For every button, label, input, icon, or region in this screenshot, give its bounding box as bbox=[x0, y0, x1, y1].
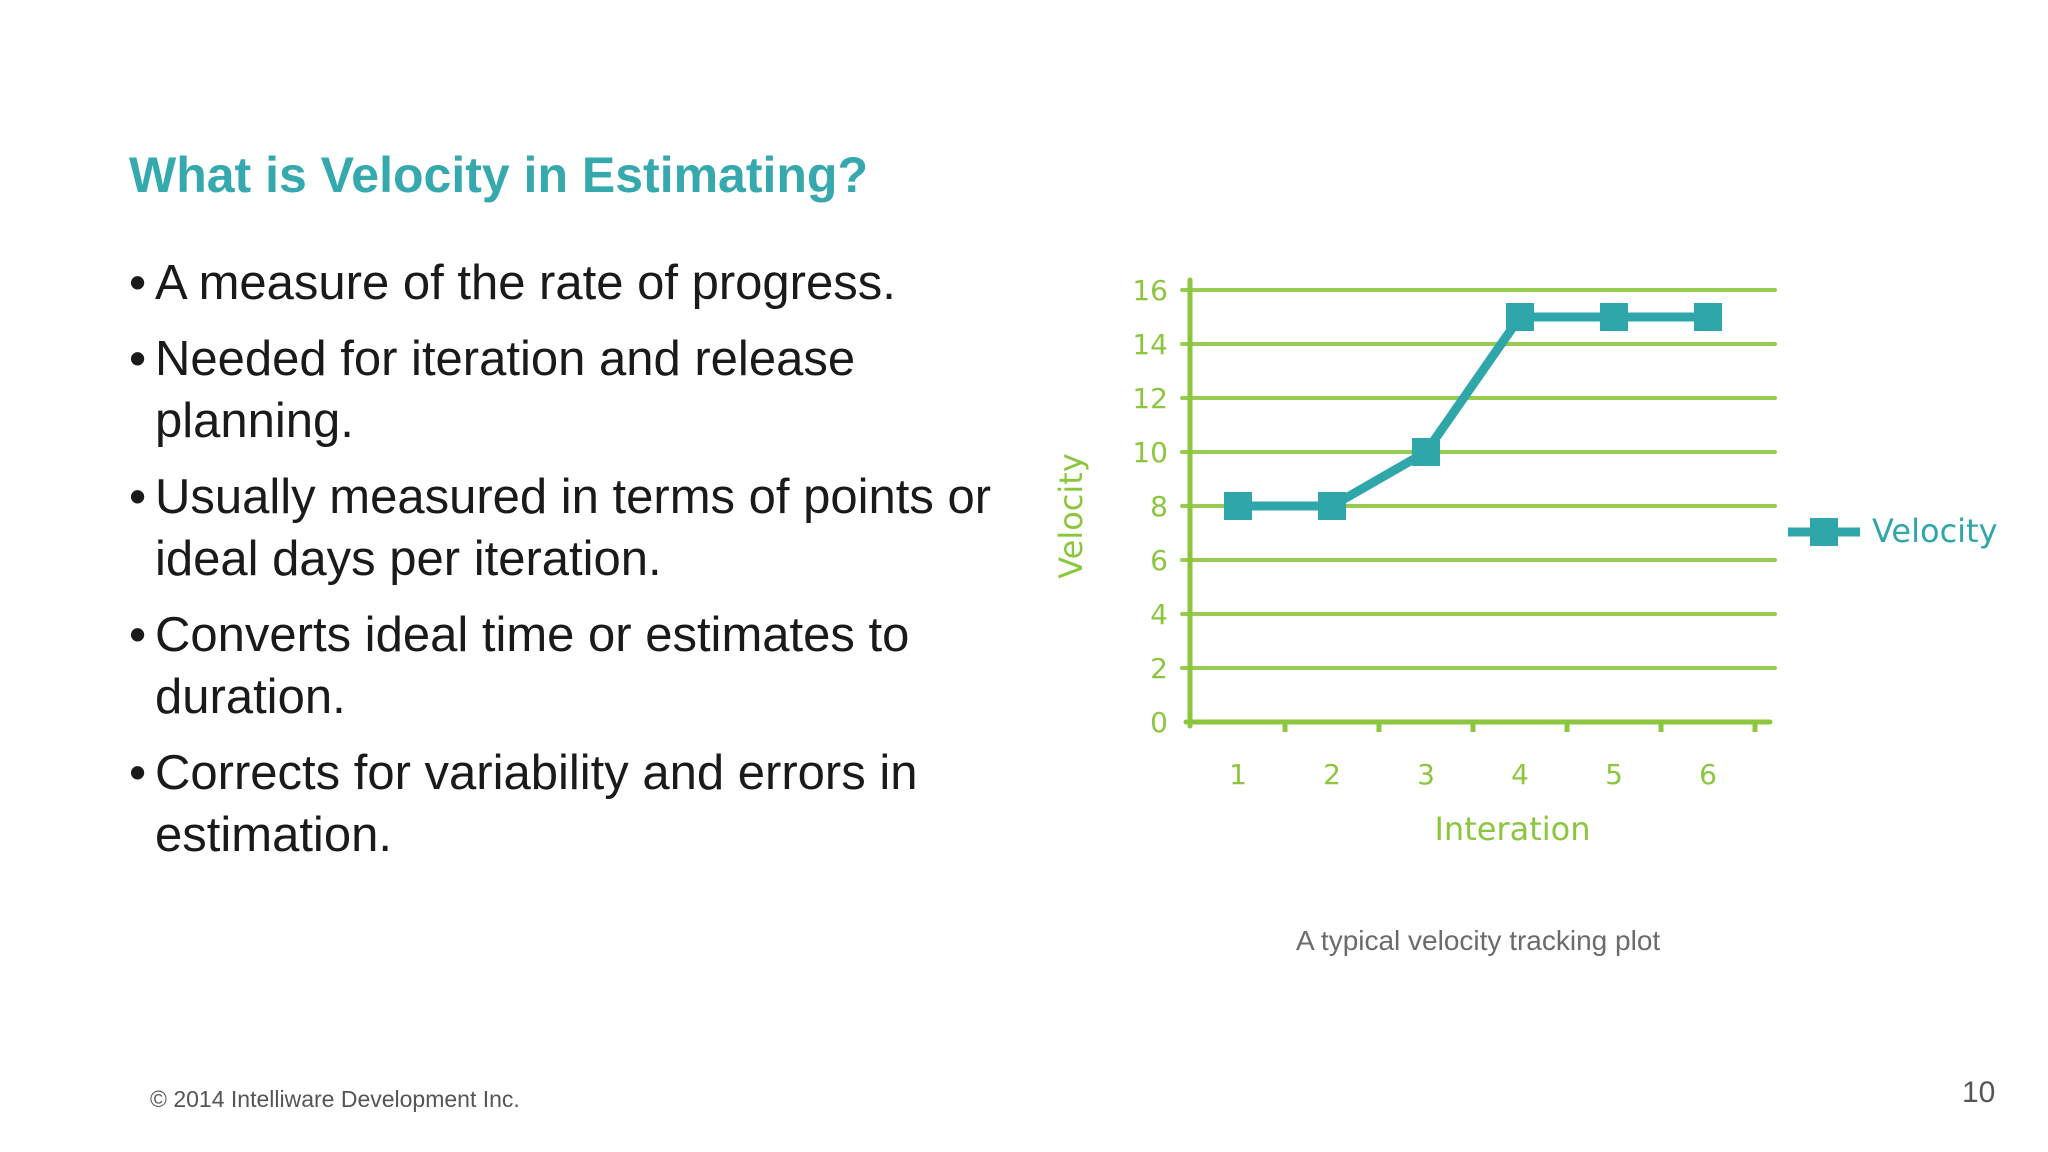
data-point bbox=[1224, 492, 1252, 520]
legend-label: Velocity bbox=[1872, 512, 1998, 550]
y-tick-label: 14 bbox=[1132, 328, 1168, 361]
copyright-footer: © 2014 Intelliware Development Inc. bbox=[150, 1086, 520, 1112]
y-tick-label: 8 bbox=[1150, 490, 1168, 523]
legend-marker bbox=[1810, 518, 1838, 546]
grid-layer bbox=[1180, 288, 1777, 670]
bullet-item: Converts ideal time or estimates to dura… bbox=[129, 604, 1009, 728]
x-tick-label: 6 bbox=[1699, 758, 1717, 791]
series-line bbox=[1238, 312, 1708, 511]
y-tick-label: 10 bbox=[1132, 436, 1168, 469]
series-layer bbox=[1224, 303, 1722, 520]
chart-caption: A typical velocity tracking plot bbox=[1296, 925, 1661, 956]
y-tick-label: 0 bbox=[1150, 706, 1168, 739]
x-tick-label: 1 bbox=[1229, 758, 1247, 791]
bullet-item: A measure of the rate of progress. bbox=[129, 252, 1009, 314]
y-tick-label: 2 bbox=[1150, 652, 1168, 685]
bullet-list: A measure of the rate of progress. Neede… bbox=[129, 252, 1009, 880]
data-point bbox=[1506, 303, 1534, 331]
data-point bbox=[1600, 303, 1628, 331]
x-tick-label: 5 bbox=[1605, 758, 1623, 791]
y-tick-label: 6 bbox=[1150, 544, 1168, 577]
legend-layer: Velocity bbox=[1788, 512, 1998, 550]
y-tick-label: 4 bbox=[1150, 598, 1168, 631]
x-tick-label: 3 bbox=[1417, 758, 1435, 791]
bullet-item: Usually measured in terms of points or i… bbox=[129, 466, 1009, 590]
x-tick-label: 2 bbox=[1323, 758, 1341, 791]
bullet-item: Corrects for variability and errors in e… bbox=[129, 742, 1009, 866]
data-point bbox=[1412, 438, 1440, 466]
y-axis-label: Velocity bbox=[1052, 453, 1090, 579]
data-point bbox=[1318, 492, 1346, 520]
slide-title: What is Velocity in Estimating? bbox=[129, 147, 869, 203]
y-tick-label: 12 bbox=[1132, 382, 1168, 415]
y-tick-label: 16 bbox=[1132, 274, 1168, 307]
bullet-item: Needed for iteration and release plannin… bbox=[129, 328, 1009, 452]
axis-layer bbox=[1183, 277, 1773, 732]
x-tick-label: 4 bbox=[1511, 758, 1529, 791]
data-point bbox=[1694, 303, 1722, 331]
page-number: 10 bbox=[1962, 1076, 1996, 1109]
x-axis-label: Interation bbox=[1434, 810, 1590, 848]
velocity-chart: 0 2 4 6 8 10 12 14 16 1 2 3 4 5 6 Interation Velocity Ve… bbox=[1040, 250, 2040, 890]
